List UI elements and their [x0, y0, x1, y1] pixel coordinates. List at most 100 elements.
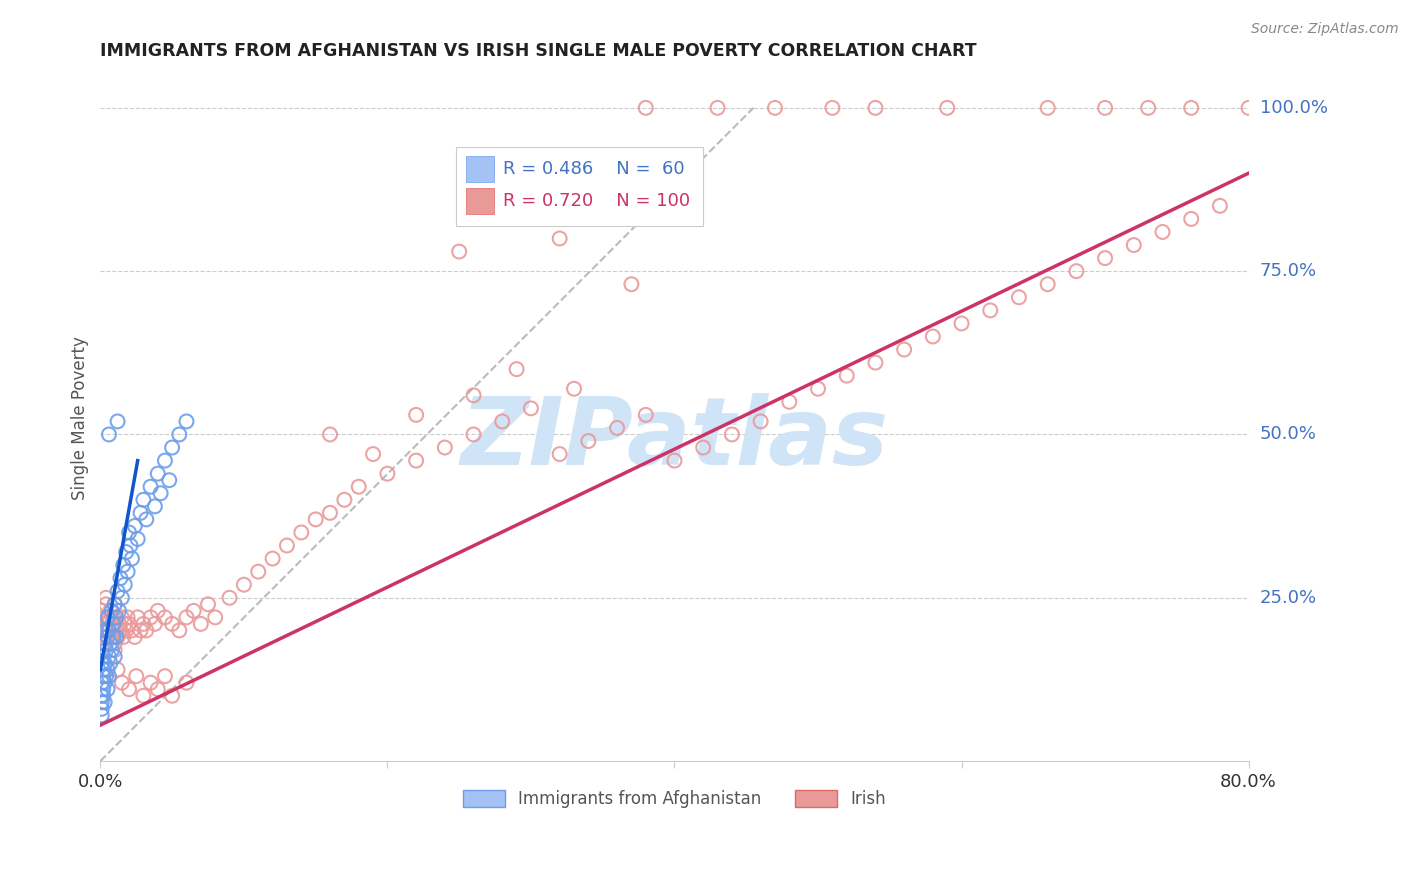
- Point: [93, 675, 115, 690]
- Text: ZIPatlas: ZIPatlas: [460, 392, 889, 484]
- Point: [101, 616, 124, 631]
- Point: [865, 356, 887, 370]
- Point: [763, 101, 786, 115]
- Point: [124, 519, 146, 533]
- Point: [135, 512, 157, 526]
- Point: [91, 649, 114, 664]
- Point: [94, 643, 117, 657]
- Point: [634, 408, 657, 422]
- Point: [576, 434, 599, 448]
- Point: [94, 597, 117, 611]
- Point: [103, 610, 125, 624]
- Point: [921, 329, 943, 343]
- Point: [93, 695, 115, 709]
- Point: [778, 394, 800, 409]
- Point: [204, 610, 226, 624]
- Text: 75.0%: 75.0%: [1260, 262, 1317, 280]
- Point: [664, 453, 686, 467]
- Point: [562, 382, 585, 396]
- Bar: [457, 147, 703, 226]
- Point: [232, 578, 254, 592]
- Point: [1036, 101, 1059, 115]
- Text: 100.0%: 100.0%: [1260, 99, 1327, 117]
- Point: [835, 368, 858, 383]
- Point: [90, 656, 112, 670]
- Point: [319, 506, 342, 520]
- Point: [121, 624, 143, 638]
- Point: [606, 421, 628, 435]
- Point: [1008, 290, 1031, 304]
- Point: [1137, 101, 1160, 115]
- Point: [276, 539, 298, 553]
- Point: [146, 682, 169, 697]
- Point: [160, 441, 183, 455]
- Point: [93, 656, 115, 670]
- Point: [117, 565, 139, 579]
- Point: [90, 708, 112, 723]
- Point: [143, 500, 166, 514]
- Point: [101, 630, 124, 644]
- Point: [101, 604, 124, 618]
- Point: [90, 702, 112, 716]
- Point: [96, 610, 118, 624]
- Point: [103, 624, 125, 638]
- Point: [361, 447, 384, 461]
- Point: [169, 624, 191, 638]
- Point: [96, 682, 118, 697]
- Point: [1180, 101, 1202, 115]
- Point: [104, 597, 127, 611]
- Bar: [465, 156, 494, 182]
- Point: [129, 506, 152, 520]
- Point: [97, 624, 120, 638]
- Point: [100, 636, 122, 650]
- Point: [91, 669, 114, 683]
- Point: [1209, 199, 1232, 213]
- Point: [132, 689, 155, 703]
- Point: [91, 663, 114, 677]
- Point: [706, 101, 728, 115]
- Point: [505, 362, 527, 376]
- Point: [1152, 225, 1174, 239]
- Point: [218, 591, 240, 605]
- Text: 25.0%: 25.0%: [1260, 589, 1317, 607]
- Point: [103, 616, 125, 631]
- Point: [1066, 264, 1088, 278]
- Point: [91, 689, 114, 703]
- Point: [146, 467, 169, 481]
- Point: [721, 427, 744, 442]
- Text: R = 0.720    N = 100: R = 0.720 N = 100: [503, 192, 690, 210]
- Point: [139, 480, 162, 494]
- Point: [127, 610, 149, 624]
- Text: 50.0%: 50.0%: [1260, 425, 1316, 443]
- Point: [183, 604, 205, 618]
- Point: [139, 610, 162, 624]
- Point: [347, 480, 370, 494]
- Text: Source: ZipAtlas.com: Source: ZipAtlas.com: [1251, 22, 1399, 37]
- Point: [105, 610, 128, 624]
- Point: [120, 539, 142, 553]
- Point: [377, 467, 399, 481]
- Point: [979, 303, 1001, 318]
- Point: [127, 532, 149, 546]
- Legend: Immigrants from Afghanistan, Irish: Immigrants from Afghanistan, Irish: [457, 783, 893, 814]
- Point: [305, 512, 328, 526]
- Point: [90, 689, 112, 703]
- Point: [176, 675, 198, 690]
- Point: [94, 591, 117, 605]
- Point: [111, 610, 134, 624]
- Point: [110, 571, 132, 585]
- Point: [117, 610, 139, 624]
- Point: [160, 689, 183, 703]
- Point: [91, 630, 114, 644]
- Point: [118, 616, 141, 631]
- Point: [108, 604, 131, 618]
- Point: [139, 675, 162, 690]
- Point: [433, 441, 456, 455]
- Point: [449, 244, 471, 259]
- Point: [108, 616, 131, 631]
- Point: [950, 317, 973, 331]
- Point: [125, 669, 148, 683]
- Point: [153, 610, 176, 624]
- Point: [112, 558, 135, 573]
- Point: [96, 630, 118, 644]
